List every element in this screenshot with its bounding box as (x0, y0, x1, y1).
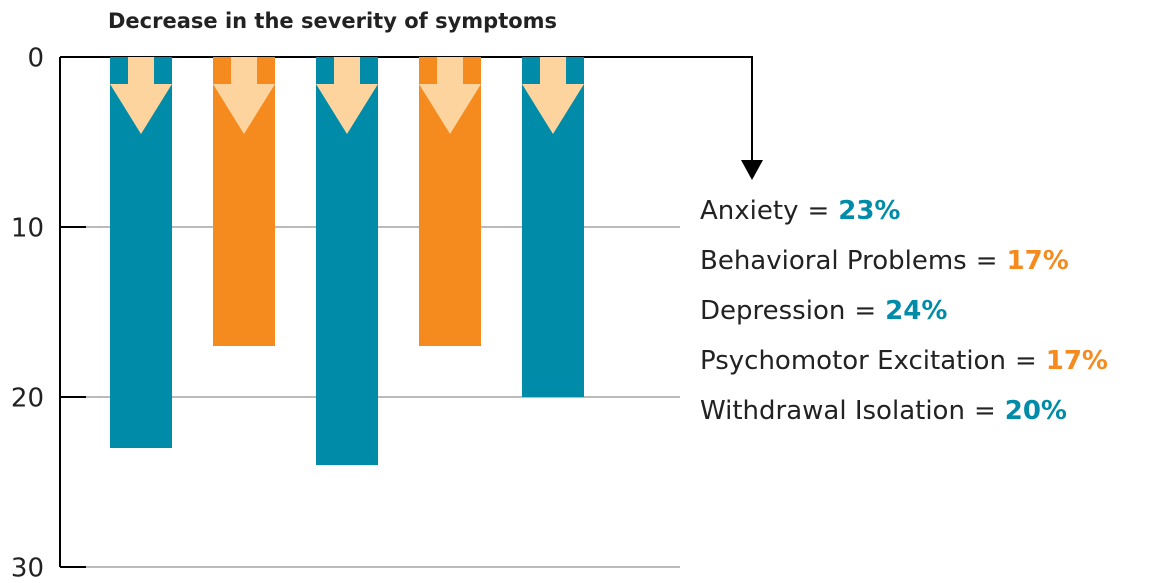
y-tick-label: 30 (11, 554, 44, 583)
y-tick-label: 20 (11, 384, 44, 414)
decrease-arrow (110, 57, 172, 134)
legend-label: Psychomotor Excitation (700, 346, 1006, 376)
legend-entry: Behavioral Problems = 17% (700, 246, 1069, 276)
legend-entry: Psychomotor Excitation = 17% (700, 346, 1108, 376)
legend-separator: = (1015, 346, 1037, 376)
decrease-arrow (213, 57, 275, 134)
legend-entry: Depression = 24% (700, 296, 947, 326)
legend-label: Anxiety (700, 196, 798, 226)
y-tick-label: 10 (11, 214, 44, 244)
legend-entry: Withdrawal Isolation = 20% (700, 396, 1067, 426)
legend-label: Withdrawal Isolation (700, 396, 965, 426)
legend-separator: = (976, 246, 998, 276)
legend-separator: = (854, 296, 876, 326)
legend-separator: = (974, 396, 996, 426)
value-label: 17% (1007, 246, 1069, 276)
arrow-head (741, 160, 763, 180)
decrease-arrow (522, 57, 584, 134)
value-label: 24% (885, 296, 947, 326)
legend-label: Depression (700, 296, 845, 326)
legend-separator: = (807, 196, 829, 226)
value-label: 23% (838, 196, 900, 226)
axis-connector (60, 56, 753, 163)
decrease-arrow (316, 57, 378, 134)
legend-label: Behavioral Problems (700, 246, 967, 276)
decrease-arrow (419, 57, 481, 134)
legend-entry: Anxiety = 23% (700, 196, 900, 226)
value-label: 17% (1046, 346, 1108, 376)
y-tick-label: 0 (27, 44, 44, 74)
chart-title: Decrease in the severity of symptoms (108, 9, 557, 33)
value-label: 20% (1005, 396, 1067, 426)
